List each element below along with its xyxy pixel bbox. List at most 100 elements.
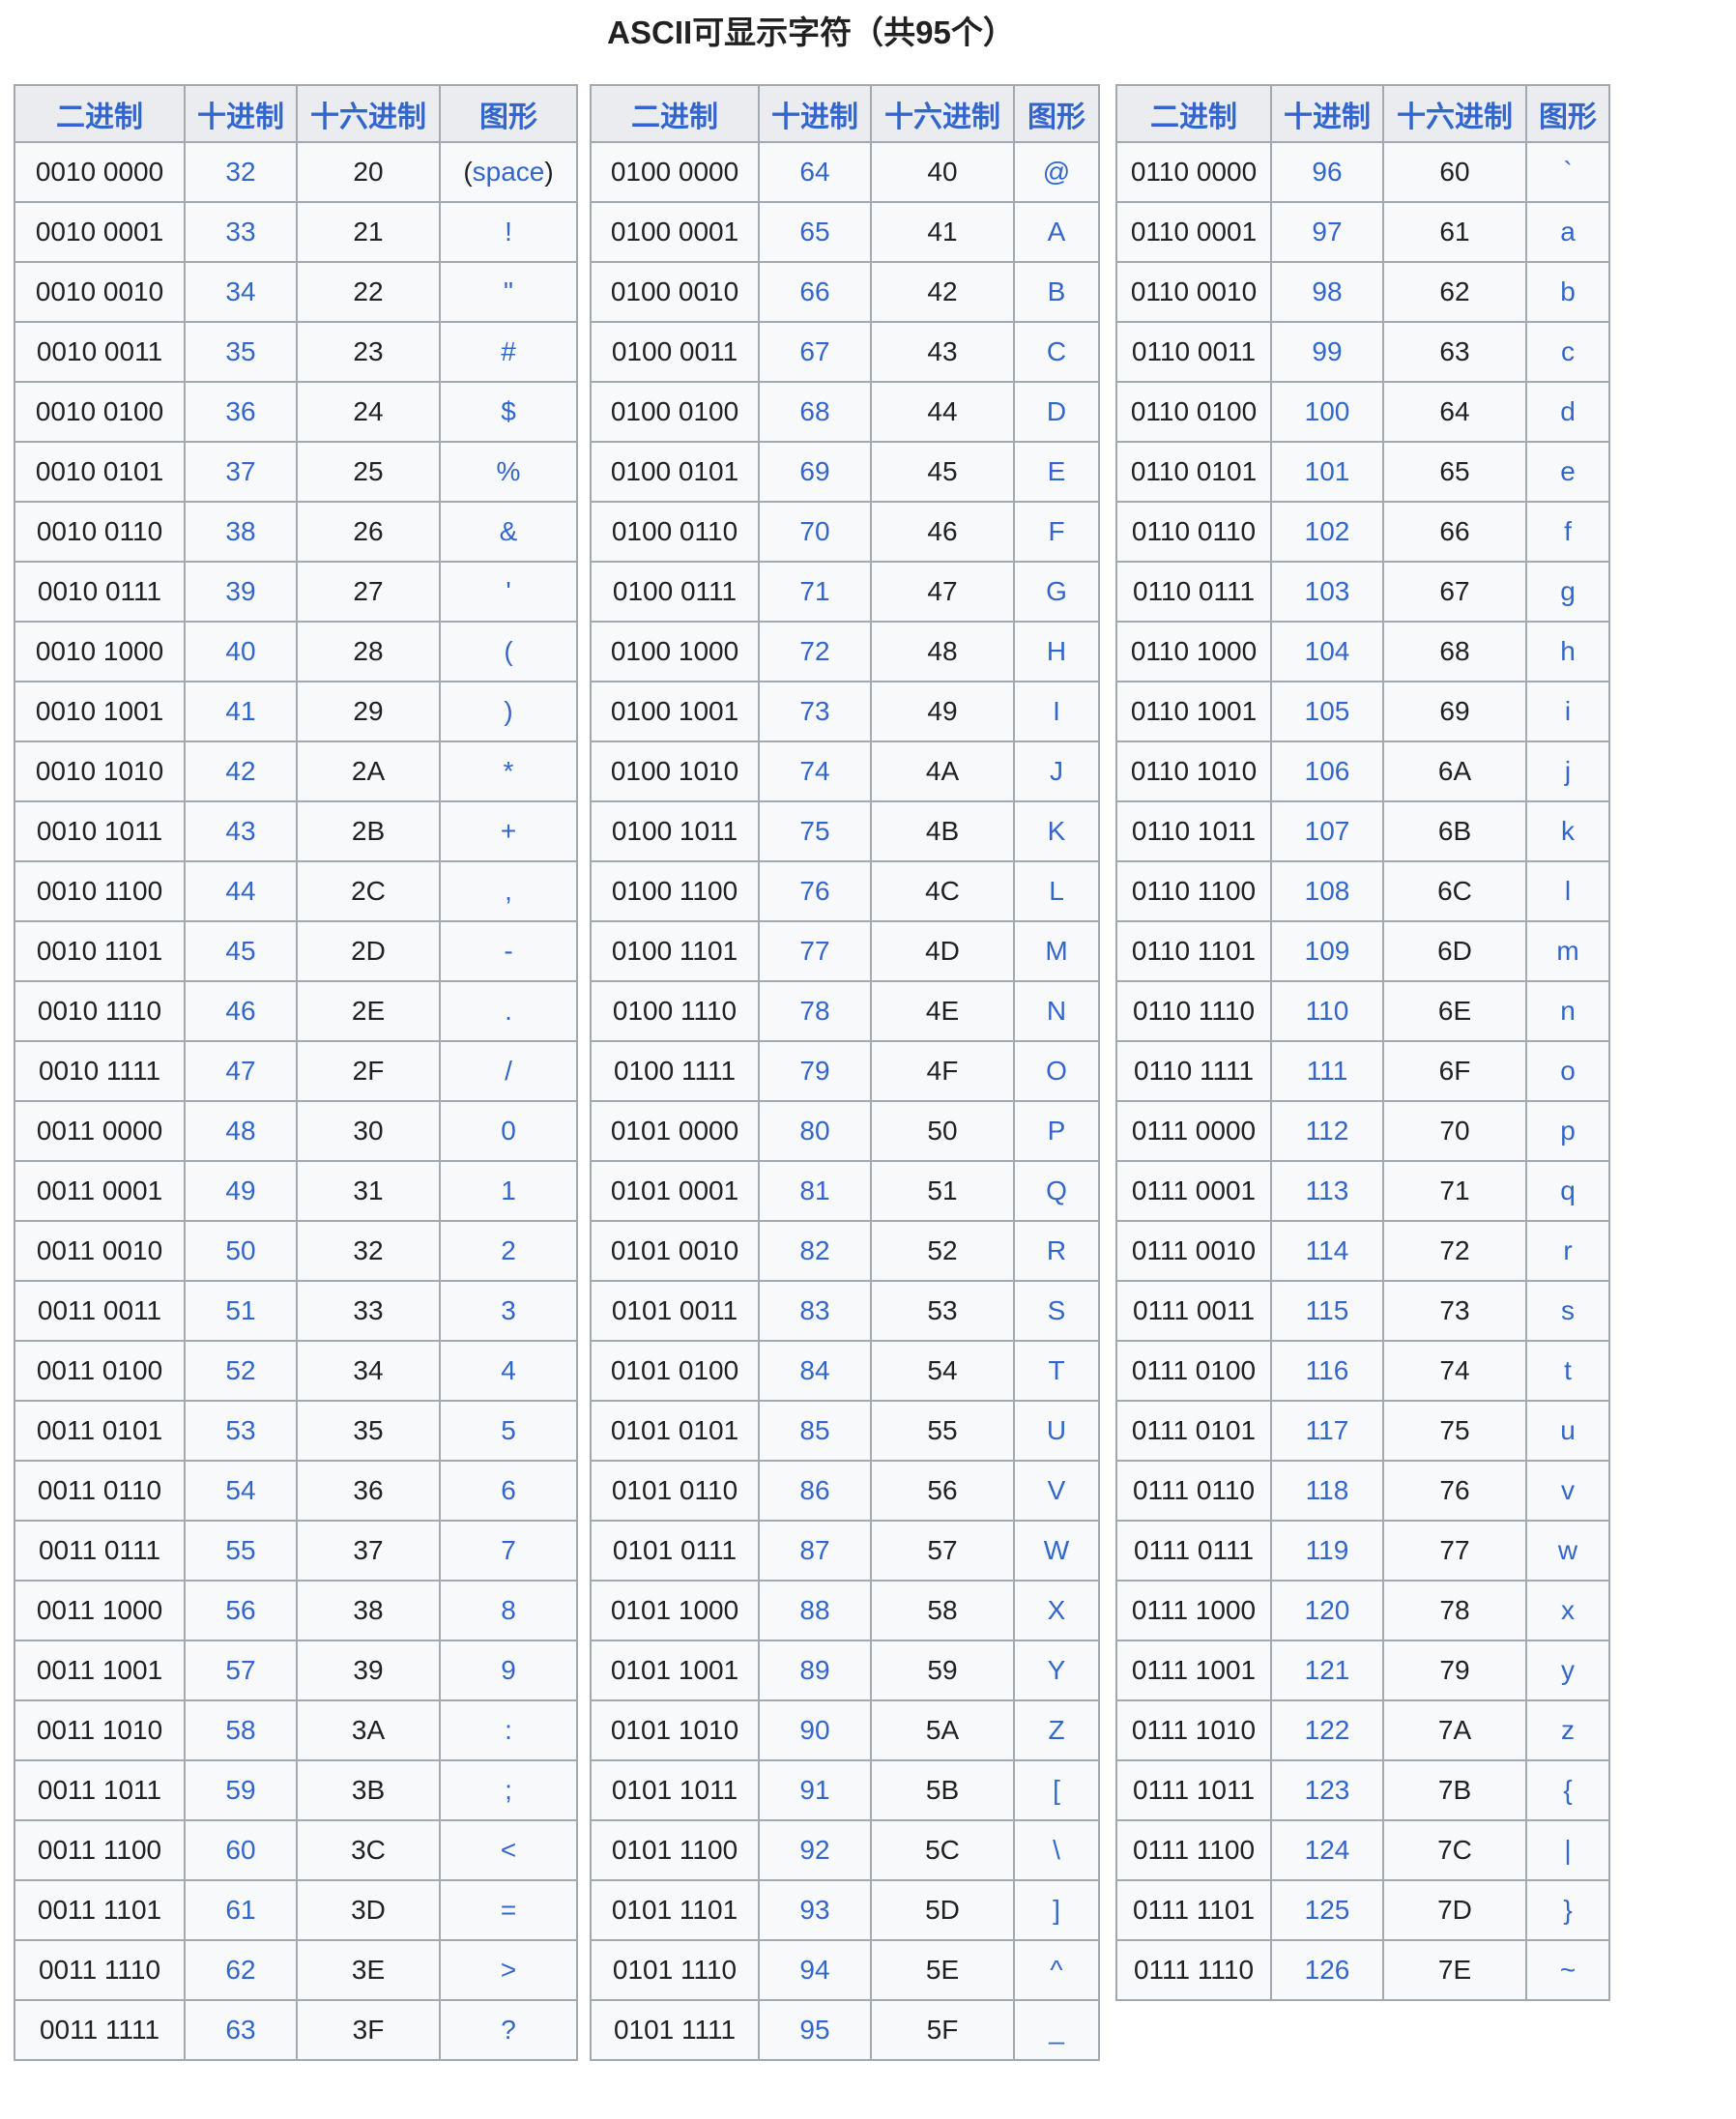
decimal-link[interactable]: 91 [799,1775,830,1805]
decimal-link[interactable]: 90 [799,1715,830,1745]
decimal-link[interactable]: 54 [225,1475,256,1505]
decimal-link[interactable]: 48 [225,1116,256,1146]
glyph-link[interactable]: 2 [501,1235,516,1265]
glyph-link[interactable]: Q [1046,1176,1067,1205]
header-link[interactable]: 十进制 [1284,101,1371,133]
glyph-link[interactable]: N [1046,996,1067,1026]
glyph-link[interactable]: ~ [1559,1955,1577,1985]
glyph-link[interactable]: C [1046,336,1067,366]
glyph-link[interactable]: 9 [501,1655,516,1685]
decimal-link[interactable]: 88 [799,1595,830,1625]
decimal-link[interactable]: 66 [799,276,830,306]
glyph-link[interactable]: R [1046,1235,1067,1265]
decimal-link[interactable]: 37 [225,456,256,486]
glyph-link[interactable]: @ [1042,157,1071,187]
decimal-link[interactable]: 75 [799,816,830,846]
glyph-link[interactable]: . [505,996,512,1026]
decimal-link[interactable]: 68 [799,396,830,426]
decimal-link[interactable]: 101 [1304,456,1350,486]
glyph-link[interactable]: F [1048,516,1065,546]
col-header-glyph[interactable]: 图形 [439,84,578,143]
glyph-link[interactable]: D [1046,396,1067,426]
decimal-link[interactable]: 33 [225,217,256,247]
glyph-link[interactable]: s [1561,1295,1575,1325]
glyph-link[interactable]: i [1564,696,1572,726]
decimal-link[interactable]: 111 [1306,1056,1348,1086]
glyph-link[interactable]: 3 [501,1295,516,1325]
header-link[interactable]: 图形 [479,101,537,133]
decimal-link[interactable]: 125 [1304,1895,1350,1925]
col-header-decimal[interactable]: 十进制 [184,84,298,143]
decimal-link[interactable]: 96 [1312,157,1343,187]
decimal-link[interactable]: 56 [225,1595,256,1625]
decimal-link[interactable]: 46 [225,996,256,1026]
glyph-link[interactable]: > [500,1955,517,1985]
decimal-link[interactable]: 119 [1305,1535,1349,1565]
decimal-link[interactable]: 41 [225,696,256,726]
decimal-link[interactable]: 112 [1305,1116,1349,1146]
decimal-link[interactable]: 103 [1304,576,1350,606]
decimal-link[interactable]: 80 [799,1116,830,1146]
glyph-link[interactable]: $ [501,396,516,426]
glyph-link[interactable]: ] [1053,1895,1060,1925]
glyph-link[interactable]: t [1564,1355,1572,1385]
decimal-link[interactable]: 47 [225,1056,256,1086]
header-link[interactable]: 十进制 [771,101,858,133]
glyph-link[interactable]: m [1556,936,1579,966]
decimal-link[interactable]: 116 [1305,1355,1349,1385]
col-header-decimal[interactable]: 十进制 [758,84,872,143]
decimal-link[interactable]: 126 [1304,1955,1350,1985]
glyph-link[interactable]: ' [506,576,511,606]
header-link[interactable]: 十六进制 [310,101,426,133]
header-link[interactable]: 二进制 [631,101,718,133]
glyph-link[interactable]: U [1046,1415,1067,1445]
header-link[interactable]: 图形 [1027,101,1085,133]
glyph-link[interactable]: f [1564,516,1572,546]
decimal-link[interactable]: 99 [1312,336,1343,366]
glyph-link[interactable]: g [1560,576,1576,606]
glyph-link[interactable]: 4 [501,1355,516,1385]
glyph-link[interactable]: W [1043,1535,1070,1565]
glyph-link[interactable]: 8 [501,1595,516,1625]
glyph-link[interactable]: : [505,1715,512,1745]
glyph-link[interactable]: | [1564,1835,1572,1865]
glyph-link[interactable]: J [1050,756,1063,786]
decimal-link[interactable]: 64 [799,157,830,187]
decimal-link[interactable]: 79 [799,1056,830,1086]
decimal-link[interactable]: 114 [1305,1235,1349,1265]
decimal-link[interactable]: 57 [225,1655,256,1685]
glyph-link[interactable]: O [1046,1056,1067,1086]
decimal-link[interactable]: 118 [1305,1475,1349,1505]
decimal-link[interactable]: 123 [1304,1775,1350,1805]
decimal-link[interactable]: 53 [225,1415,256,1445]
decimal-link[interactable]: 77 [799,936,830,966]
decimal-link[interactable]: 71 [799,576,830,606]
glyph-link[interactable]: _ [1049,2015,1064,2045]
glyph-link[interactable]: % [496,456,521,486]
decimal-link[interactable]: 62 [225,1955,256,1985]
decimal-link[interactable]: 84 [799,1355,830,1385]
glyph-link[interactable]: ` [1563,157,1573,187]
glyph-link[interactable]: 6 [501,1475,516,1505]
glyph-link[interactable]: ( [504,636,513,666]
header-link[interactable]: 十六进制 [884,101,1000,133]
glyph-link[interactable]: ^ [1050,1955,1063,1985]
glyph-link[interactable]: M [1045,936,1068,966]
decimal-link[interactable]: 121 [1304,1655,1350,1685]
decimal-link[interactable]: 110 [1305,996,1349,1026]
glyph-link[interactable]: } [1563,1895,1573,1925]
glyph-link[interactable]: d [1560,396,1576,426]
header-link[interactable]: 二进制 [1150,101,1237,133]
glyph-link[interactable]: c [1561,336,1575,366]
decimal-link[interactable]: 60 [225,1835,256,1865]
glyph-link[interactable]: X [1047,1595,1066,1625]
decimal-link[interactable]: 45 [225,936,256,966]
glyph-link[interactable]: x [1561,1595,1575,1625]
decimal-link[interactable]: 94 [799,1955,830,1985]
header-link[interactable]: 图形 [1539,101,1597,133]
col-header-binary[interactable]: 二进制 [14,84,186,143]
glyph-link[interactable]: # [501,336,516,366]
decimal-link[interactable]: 85 [799,1415,830,1445]
decimal-link[interactable]: 39 [225,576,256,606]
glyph-link[interactable]: P [1047,1116,1066,1146]
